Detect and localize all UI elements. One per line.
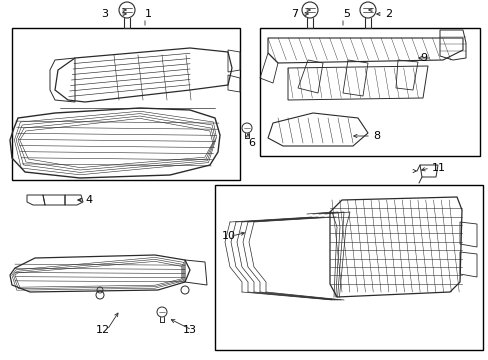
Bar: [215, 185, 482, 350]
Text: 12: 12: [96, 325, 110, 335]
Text: 9: 9: [419, 53, 426, 63]
Text: 10: 10: [222, 231, 236, 241]
Text: 13: 13: [183, 325, 197, 335]
Text: 1: 1: [145, 9, 152, 19]
Text: 11: 11: [431, 163, 445, 173]
Text: 2: 2: [384, 9, 391, 19]
Text: 7: 7: [290, 9, 298, 19]
Bar: [260, 28, 479, 156]
Text: 5: 5: [342, 9, 349, 19]
Text: 3: 3: [101, 9, 108, 19]
Text: 6: 6: [247, 138, 254, 148]
Text: 8: 8: [372, 131, 379, 141]
Bar: [12, 28, 240, 180]
Text: 4: 4: [85, 195, 92, 205]
